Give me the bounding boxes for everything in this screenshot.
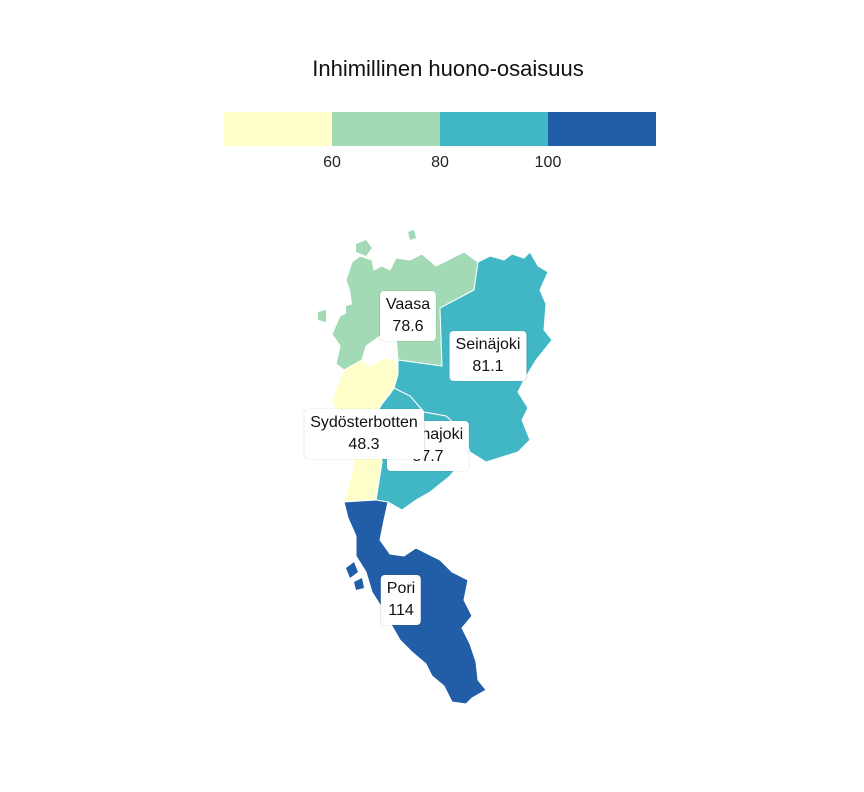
region-name: Sydösterbotten (310, 414, 418, 431)
region-label-pori: Pori 114 (380, 575, 422, 625)
region-label-vaasa: Vaasa 78.6 (379, 291, 437, 341)
region-name: Vaasa (385, 296, 431, 313)
region-value: 48.3 (348, 436, 380, 453)
legend-tick-100: 100 (534, 154, 562, 171)
region-name: Pori (386, 580, 416, 597)
legend-tick-60: 60 (323, 154, 341, 171)
legend-tick-80: 80 (431, 154, 449, 171)
region-name: Seinäjoki (455, 336, 521, 353)
region-value: 78.6 (392, 318, 424, 335)
legend-swatch-2 (332, 112, 440, 146)
legend-swatch-4 (548, 112, 656, 146)
color-legend (224, 112, 656, 146)
region-value: 114 (388, 602, 414, 619)
region-label-seinajoki: Seinäjoki 81.1 (449, 331, 527, 381)
map-title: Inhimillinen huono-osaisuus (312, 56, 584, 81)
legend-swatch-1 (224, 112, 332, 146)
legend-swatch-3 (440, 112, 548, 146)
region-label-sydosterbotten: Sydösterbotten 48.3 (304, 409, 424, 459)
region-value: 81.1 (472, 358, 504, 375)
